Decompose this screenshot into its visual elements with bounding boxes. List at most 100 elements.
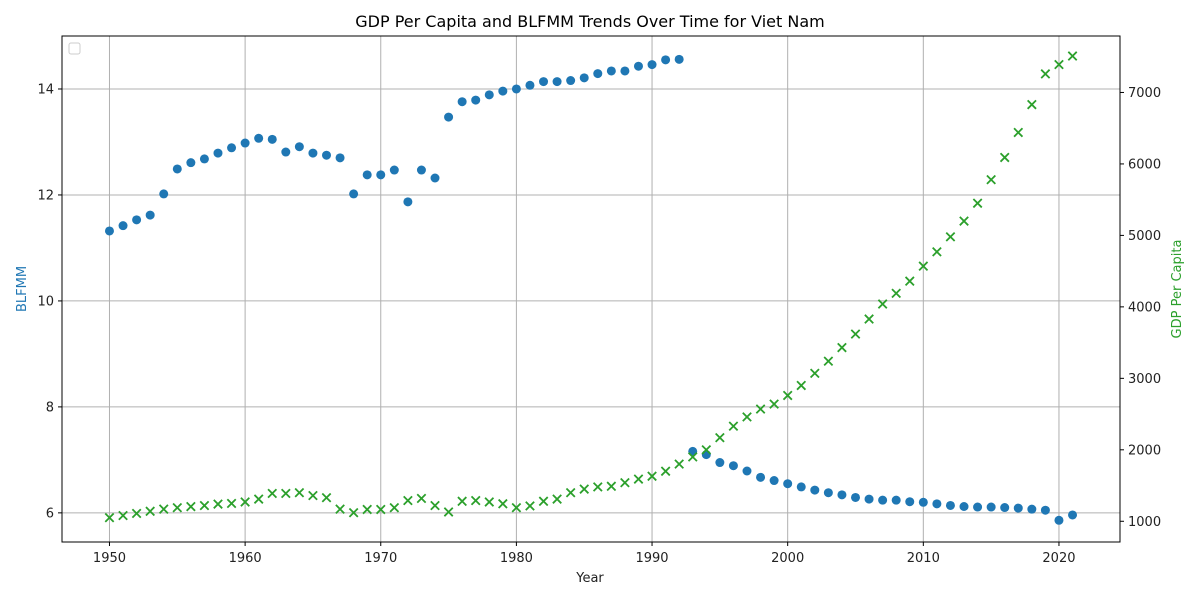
- blfmm-point: [227, 143, 237, 153]
- blfmm-point: [701, 450, 711, 460]
- gdp-point: [769, 399, 779, 409]
- gdp-point: [660, 466, 671, 477]
- x-tick-label: 1950: [93, 551, 126, 566]
- blfmm-point: [945, 500, 955, 510]
- x-tick-label: 1970: [364, 551, 397, 566]
- blfmm-point: [715, 458, 725, 468]
- gdp-point: [158, 504, 169, 514]
- y-axis-right-label: GDP Per Capita: [1170, 240, 1185, 339]
- blfmm-point: [254, 133, 264, 143]
- blfmm-point: [1040, 505, 1050, 515]
- blfmm-point: [620, 66, 630, 76]
- gdp-point: [755, 404, 766, 414]
- blfmm-point: [213, 148, 223, 158]
- blfmm-point: [430, 173, 440, 183]
- blfmm-point: [471, 95, 481, 105]
- gdp-point: [932, 246, 942, 257]
- gdp-point: [904, 276, 915, 286]
- y-ticks-right: 1000 2000 3000 4000 5000 6000 7000: [1120, 86, 1161, 530]
- blfmm-point: [335, 153, 345, 163]
- gdp-point: [538, 496, 549, 507]
- gdp-point: [728, 421, 739, 432]
- blfmm-point: [661, 55, 671, 65]
- y-left-tick-label: 12: [37, 188, 54, 203]
- blfmm-point: [349, 189, 359, 199]
- blfmm-point: [606, 66, 616, 76]
- gdp-point: [565, 487, 576, 498]
- blfmm-point: [104, 226, 114, 236]
- blfmm-point: [783, 479, 793, 489]
- blfmm-point: [1068, 510, 1078, 520]
- blfmm-point: [932, 499, 942, 509]
- gdp-point: [1067, 51, 1078, 61]
- gdp-point: [579, 484, 590, 494]
- gdp-point: [430, 500, 440, 511]
- gdp-point: [145, 506, 156, 517]
- gdp-point: [986, 174, 996, 185]
- blfmm-point: [579, 73, 589, 83]
- gdp-point: [552, 494, 562, 504]
- plot-frame: [61, 35, 1121, 543]
- gdp-point: [484, 497, 495, 507]
- gdp-point: [226, 498, 237, 509]
- blfmm-point: [905, 497, 915, 507]
- x-tick-label: 2000: [771, 551, 804, 566]
- blfmm-point: [918, 497, 928, 507]
- blfmm-point: [267, 134, 277, 144]
- blfmm-point: [403, 197, 413, 207]
- gdp-point: [864, 314, 874, 324]
- gdp-point: [172, 502, 183, 513]
- blfmm-point: [742, 466, 752, 476]
- blfmm-point: [376, 170, 386, 180]
- blfmm-point: [552, 77, 562, 87]
- blfmm-point: [973, 502, 983, 512]
- blfmm-point: [457, 97, 467, 107]
- blfmm-point: [878, 495, 888, 505]
- gdp-point: [1026, 99, 1037, 110]
- y-ticks-left: 6 8 10 12 14: [37, 82, 62, 521]
- gdp-point: [375, 504, 386, 515]
- legend-box: [68, 42, 81, 55]
- y-right-tick-label: 5000: [1128, 229, 1161, 244]
- blfmm-point: [444, 112, 454, 122]
- gdp-point: [999, 152, 1010, 163]
- gdp-point: [687, 452, 698, 462]
- gdp-point: [294, 487, 305, 498]
- x-tick-label: 1980: [500, 551, 533, 566]
- blfmm-point: [118, 221, 128, 231]
- y-left-tick-label: 6: [46, 506, 54, 521]
- x-ticks: 1950 1960 1970 1980 1990 2000 2010 2020: [93, 542, 1076, 566]
- gdp-point: [267, 488, 278, 499]
- y-right-tick-label: 6000: [1128, 157, 1161, 172]
- gdp-point: [1040, 69, 1051, 79]
- gdp-point: [511, 502, 522, 513]
- gdp-point: [945, 231, 956, 242]
- blfmm-point: [986, 502, 996, 512]
- gdp-point: [335, 504, 345, 514]
- gdp-point: [308, 490, 318, 501]
- gdp-point: [416, 493, 427, 504]
- blfmm-point: [959, 502, 969, 512]
- blfmm-point: [1027, 504, 1037, 514]
- gdp-point: [104, 512, 115, 523]
- blfmm-point: [566, 76, 576, 86]
- blfmm-point: [159, 189, 169, 199]
- y-axis-left-label: BLFMM: [15, 266, 30, 312]
- x-axis-label: Year: [575, 571, 604, 586]
- blfmm-point: [756, 472, 766, 482]
- x-tick-label: 2010: [907, 551, 940, 566]
- gdp-point: [1054, 59, 1064, 70]
- blfmm-point: [281, 147, 291, 157]
- gdp-point: [674, 459, 685, 469]
- gdp-point: [877, 299, 888, 309]
- y-right-tick-label: 7000: [1128, 86, 1161, 101]
- gdp-point: [796, 380, 807, 391]
- y-right-tick-label: 4000: [1128, 300, 1161, 315]
- y-right-tick-label: 2000: [1128, 443, 1161, 458]
- y-left-tick-label: 14: [37, 82, 54, 97]
- blfmm-point: [511, 84, 521, 94]
- blfmm-point: [525, 80, 535, 90]
- x-tick-label: 1960: [229, 551, 262, 566]
- gdp-point: [918, 261, 929, 271]
